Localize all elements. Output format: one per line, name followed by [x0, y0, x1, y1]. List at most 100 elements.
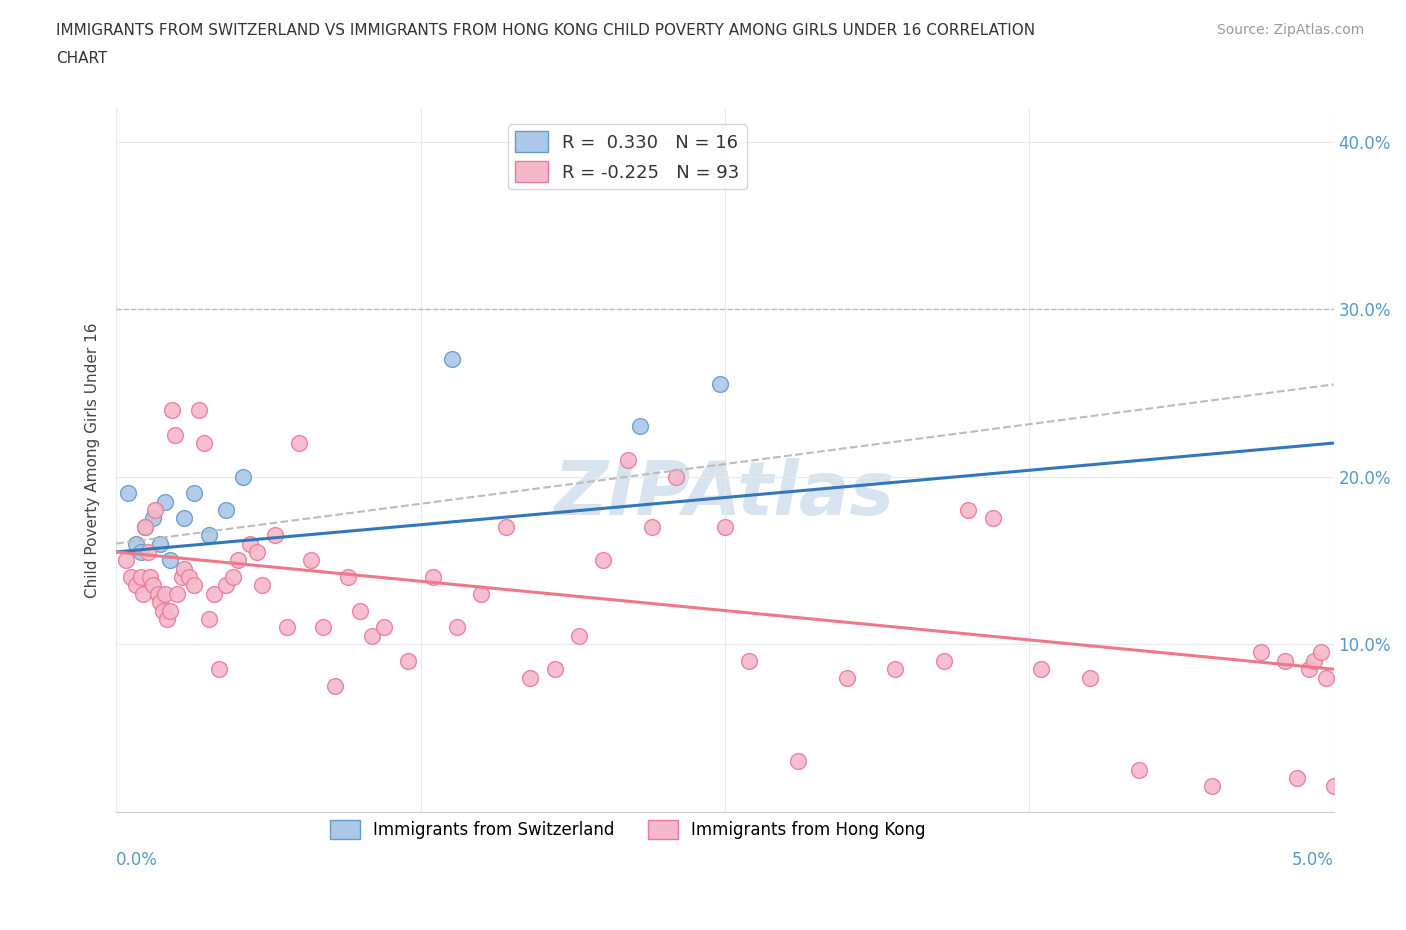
Point: [1031, 662, 1053, 677]
Point: [396, 654, 419, 669]
Point: [299, 552, 322, 567]
Point: [373, 620, 395, 635]
Point: [207, 662, 229, 677]
Point: [170, 570, 193, 585]
Point: [134, 519, 156, 534]
Point: [422, 570, 444, 585]
Point: [495, 519, 517, 534]
Point: [115, 552, 138, 567]
Point: [1315, 671, 1337, 685]
Point: [1201, 779, 1223, 794]
Point: [136, 544, 159, 559]
Point: [134, 519, 156, 534]
Point: [288, 435, 311, 450]
Point: [132, 587, 155, 602]
Point: [1274, 654, 1296, 669]
Point: [198, 612, 221, 627]
Point: [163, 427, 186, 442]
Point: [183, 485, 205, 500]
Point: [142, 511, 165, 525]
Point: [166, 587, 188, 602]
Point: [239, 536, 262, 551]
Point: [139, 570, 162, 585]
Point: [361, 629, 384, 644]
Point: [1298, 662, 1320, 677]
Point: [129, 544, 152, 559]
Point: [709, 377, 731, 392]
Point: [149, 536, 172, 551]
Text: 0.0%: 0.0%: [117, 851, 157, 869]
Point: [188, 402, 211, 417]
Point: [153, 587, 176, 602]
Point: [568, 629, 591, 644]
Y-axis label: Child Poverty Among Girls Under 16: Child Poverty Among Girls Under 16: [86, 322, 100, 598]
Point: [222, 570, 245, 585]
Point: [325, 679, 347, 694]
Point: [446, 620, 468, 635]
Point: [232, 469, 254, 484]
Point: [215, 502, 238, 517]
Point: [543, 662, 565, 677]
Point: [616, 452, 638, 467]
Text: 5.0%: 5.0%: [1292, 851, 1334, 869]
Point: [159, 604, 181, 618]
Point: [1303, 654, 1326, 669]
Point: [117, 485, 139, 500]
Legend: Immigrants from Switzerland, Immigrants from Hong Kong: Immigrants from Switzerland, Immigrants …: [323, 813, 932, 845]
Point: [312, 620, 335, 635]
Point: [162, 402, 184, 417]
Point: [143, 502, 166, 517]
Point: [1250, 645, 1272, 660]
Point: [665, 469, 688, 484]
Point: [835, 671, 858, 685]
Point: [349, 604, 371, 618]
Point: [198, 527, 221, 542]
Point: [159, 552, 181, 567]
Point: [226, 552, 249, 567]
Point: [628, 418, 651, 433]
Point: [519, 671, 541, 685]
Point: [125, 536, 148, 551]
Point: [1286, 771, 1309, 786]
Point: [441, 352, 464, 366]
Point: [193, 435, 215, 450]
Point: [1323, 779, 1346, 794]
Point: [202, 587, 225, 602]
Point: [156, 612, 179, 627]
Point: [142, 578, 165, 593]
Point: [1128, 763, 1150, 777]
Point: [263, 527, 285, 542]
Text: ZIPAtlas: ZIPAtlas: [554, 458, 896, 531]
Point: [641, 519, 664, 534]
Point: [957, 502, 980, 517]
Point: [252, 578, 274, 593]
Point: [1078, 671, 1101, 685]
Point: [884, 662, 907, 677]
Point: [714, 519, 737, 534]
Point: [153, 494, 176, 509]
Point: [470, 587, 492, 602]
Point: [276, 620, 298, 635]
Point: [183, 578, 205, 593]
Point: [120, 570, 142, 585]
Point: [787, 754, 810, 769]
Point: [173, 511, 195, 525]
Text: IMMIGRANTS FROM SWITZERLAND VS IMMIGRANTS FROM HONG KONG CHILD POVERTY AMONG GIR: IMMIGRANTS FROM SWITZERLAND VS IMMIGRANT…: [56, 23, 1035, 38]
Point: [125, 578, 148, 593]
Point: [246, 544, 269, 559]
Text: CHART: CHART: [56, 51, 108, 66]
Text: Source: ZipAtlas.com: Source: ZipAtlas.com: [1216, 23, 1364, 37]
Point: [149, 595, 172, 610]
Point: [129, 570, 152, 585]
Point: [1310, 645, 1333, 660]
Point: [173, 562, 195, 577]
Point: [215, 578, 238, 593]
Point: [592, 552, 614, 567]
Point: [146, 587, 169, 602]
Point: [932, 654, 955, 669]
Point: [738, 654, 761, 669]
Point: [336, 570, 359, 585]
Point: [981, 511, 1004, 525]
Point: [179, 570, 201, 585]
Point: [152, 604, 174, 618]
